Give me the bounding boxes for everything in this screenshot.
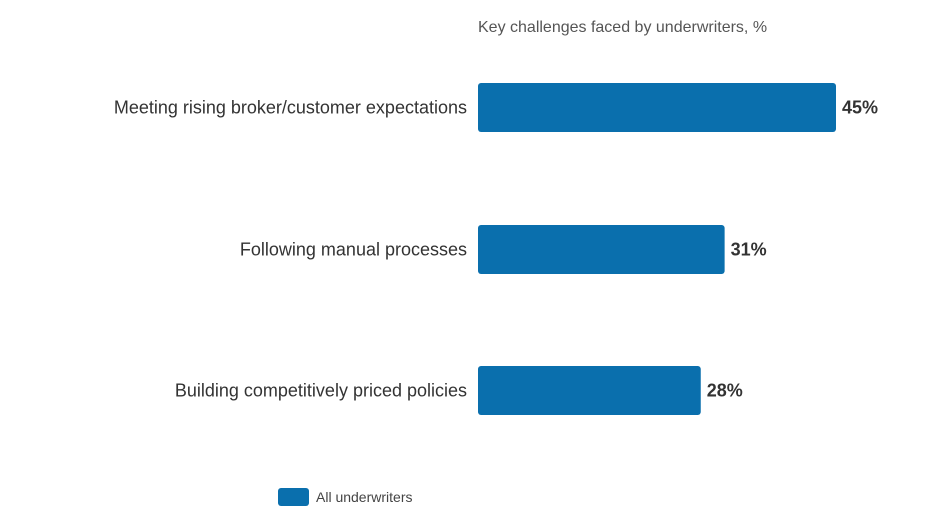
value-label: 45% [842, 98, 878, 118]
category-label: Building competitively priced policies [175, 381, 467, 401]
bars-layer: Meeting rising broker/customer expectati… [114, 83, 878, 415]
bar [478, 225, 725, 274]
value-label: 31% [731, 240, 767, 260]
bar [478, 366, 701, 415]
value-label: 28% [707, 381, 743, 401]
category-label: Following manual processes [240, 240, 467, 260]
legend-label: All underwriters [316, 489, 412, 505]
chart-title: Key challenges faced by underwriters, % [478, 19, 767, 36]
bar [478, 83, 836, 132]
category-label: Meeting rising broker/customer expectati… [114, 98, 467, 118]
legend-swatch [278, 488, 309, 506]
legend: All underwriters [278, 488, 412, 506]
